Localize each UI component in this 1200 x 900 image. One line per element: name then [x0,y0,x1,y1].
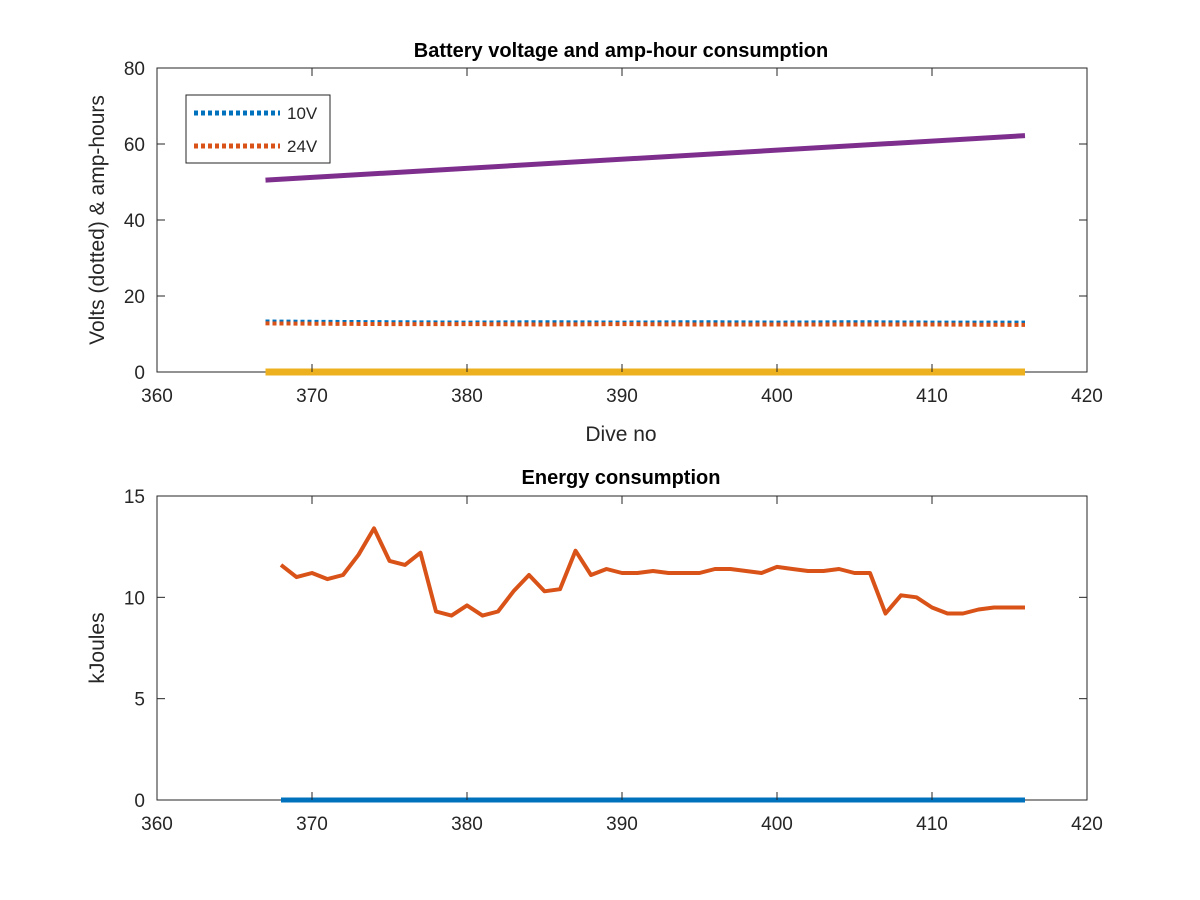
y-tick-label: 5 [134,690,145,711]
x-tick-label: 370 [296,814,328,835]
legend-label-24v: 24V [287,137,318,156]
legend-label-10v: 10V [287,104,318,123]
x-tick-label: 420 [1071,386,1103,407]
y-tick-label: 40 [124,211,145,232]
legend-box [185,94,331,164]
legend: 10V 24V [185,94,331,164]
x-tick-label: 380 [451,386,483,407]
y-tick-label: 0 [134,363,145,384]
x-tick-label: 420 [1071,814,1103,835]
x-tick-label: 400 [761,814,793,835]
x-tick-label: 370 [296,386,328,407]
x-tick-label: 410 [916,814,948,835]
y-tick-label: 60 [124,135,145,156]
y-tick-label: 20 [124,287,145,308]
chart-title: Battery voltage and amp-hour consumption [414,40,828,62]
series-line-1 [279,526,1025,618]
energy-chart: Energy consumption 360 370 380 390 400 410 420… [86,467,1103,835]
x-tick-label: 360 [141,386,173,407]
plot-area [156,495,1088,801]
x-tick-label: 380 [451,814,483,835]
voltage-chart: Battery voltage and amp-hour consumption… [86,40,1103,446]
x-tick-label: 410 [916,386,948,407]
y-tick-label: 80 [124,59,145,80]
series-line-24v [265,321,1026,327]
y-axis-label: Volts (dotted) & amp-hours [86,95,109,345]
y-tick-label: 10 [124,588,145,609]
x-axis-label: Dive no [585,423,656,446]
x-tick-label: 400 [761,386,793,407]
y-axis-label: kJoules [86,612,109,683]
chart-title: Energy consumption [522,467,721,489]
x-tick-label: 390 [606,386,638,407]
series-line-2 [265,133,1026,183]
x-tick-label: 360 [141,814,173,835]
x-tick-label: 390 [606,814,638,835]
y-tick-label: 0 [134,791,145,812]
y-tick-label: 15 [124,487,145,508]
